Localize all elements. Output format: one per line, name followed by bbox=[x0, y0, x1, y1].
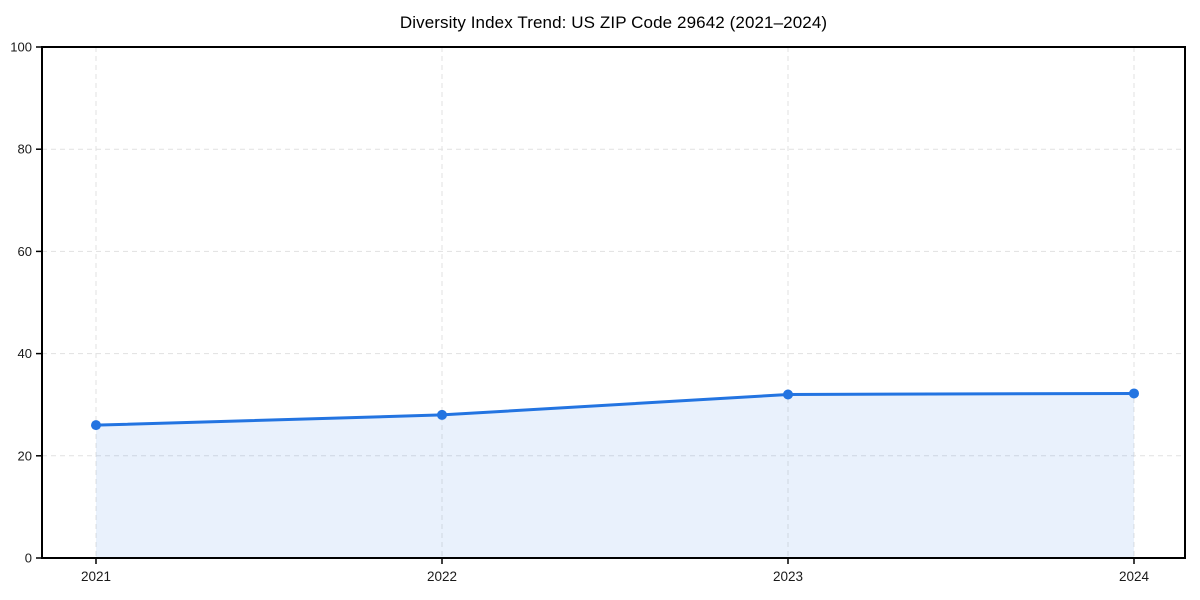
area-fill bbox=[96, 393, 1134, 558]
x-axis-tick-label-2022: 2022 bbox=[427, 569, 457, 584]
plot-border bbox=[41, 46, 1186, 559]
chart-title: Diversity Index Trend: US ZIP Code 29642… bbox=[399, 13, 828, 32]
y-axis-tick-label-60: 60 bbox=[18, 244, 32, 259]
y-axis-tick-label-20: 20 bbox=[18, 448, 32, 463]
y-axis-tick-label-40: 40 bbox=[18, 346, 32, 361]
data-point-2022 bbox=[437, 409, 447, 420]
data-point-2021 bbox=[91, 420, 101, 431]
x-axis-tick-label-2024: 2024 bbox=[1119, 569, 1150, 584]
trend-line bbox=[94, 391, 1136, 427]
x-axis-tick-label-2021: 2021 bbox=[81, 569, 111, 584]
y-axis-tick-label-80: 80 bbox=[18, 142, 32, 157]
x-axis-tick-label-2023: 2023 bbox=[773, 569, 803, 584]
data-point-2024 bbox=[1129, 388, 1139, 399]
y-axis-tick-label-0: 0 bbox=[25, 551, 32, 566]
data-point-2023 bbox=[783, 389, 793, 400]
y-axis-tick-label-100: 100 bbox=[10, 40, 32, 55]
